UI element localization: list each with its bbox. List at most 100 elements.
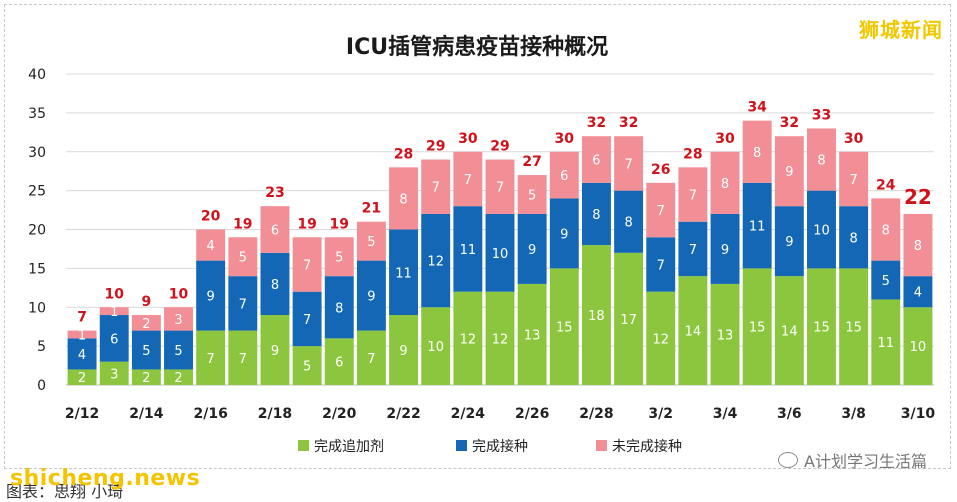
bar-segment: [871, 260, 901, 300]
bar-segment: [164, 330, 193, 370]
bar-segment: [807, 190, 836, 269]
bar-segment: [389, 315, 419, 385]
bar-value-label: 8: [399, 192, 407, 207]
bar-segment: [614, 252, 644, 385]
bar-value-label: 15: [749, 321, 766, 336]
y-tick-label: 25: [28, 184, 46, 200]
bar-total-label: 21: [362, 201, 381, 217]
bar-value-label: 6: [110, 332, 118, 347]
bar-total-label: 9: [141, 294, 151, 310]
bar-segment: [356, 221, 386, 261]
bar-segment: [774, 136, 804, 207]
bar-segment: [389, 167, 419, 230]
x-tick-label: 3/2: [648, 406, 673, 422]
bar-segment: [260, 252, 290, 316]
bar-value-label: 2: [174, 371, 182, 386]
bar-segment: [453, 151, 483, 207]
bar-segment: [807, 268, 836, 385]
bar-total-label: 30: [555, 131, 575, 147]
bar-segment: [421, 159, 451, 214]
bar-total-label: 32: [619, 115, 638, 131]
bar-value-label: 5: [367, 235, 375, 250]
bar-value-label: 9: [785, 165, 793, 180]
legend: 完成追加剂 完成接种 未完成接种: [298, 438, 682, 455]
bar-value-label: 10: [427, 340, 444, 355]
bar-value-label: 7: [432, 181, 440, 196]
bar-segment: [421, 307, 451, 385]
bar-value-label: 7: [496, 181, 504, 196]
bar-value-label: 7: [367, 352, 375, 367]
x-tick-label: 2/18: [258, 406, 292, 422]
legend-label: 完成接种: [472, 438, 528, 455]
bar-value-label: 8: [914, 239, 922, 254]
site-watermark: shicheng.news: [10, 466, 201, 491]
bar-value-label: 11: [749, 220, 766, 235]
bar-value-label: 12: [460, 332, 477, 347]
bar-value-label: 17: [620, 313, 637, 328]
bar-segment: [324, 338, 354, 385]
bar-segment: [903, 276, 933, 308]
bars: 2417361102529253107942077519986235771968…: [67, 100, 933, 386]
bar-value-label: 7: [689, 189, 697, 204]
bar-segment: [839, 151, 869, 207]
x-tick-label: 2/20: [322, 406, 357, 422]
bar-segment: [742, 268, 772, 385]
bar-value-label: 7: [207, 352, 215, 367]
bar-value-label: 5: [528, 189, 536, 204]
bar-value-label: 10: [813, 224, 830, 239]
bar-value-label: 7: [303, 313, 311, 328]
bar-total-label: 22: [904, 185, 932, 209]
bar-segment: [228, 237, 258, 277]
bar-segment: [260, 206, 290, 253]
bar-value-label: 7: [239, 297, 247, 312]
x-axis: 2/12 2/14 2/16 2/18 2/20 2/22 2/24 2/26 2/28 3/2 3…: [65, 406, 935, 422]
bar-value-label: 7: [303, 258, 311, 273]
bar-segment: [807, 128, 836, 191]
bar-total-label: 30: [458, 131, 478, 147]
x-tick-label: 3/10: [901, 406, 936, 422]
bar-value-label: 13: [717, 328, 734, 343]
bar-value-label: 9: [207, 290, 215, 305]
bar-value-label: 6: [560, 169, 568, 184]
bar-segment: [646, 291, 676, 385]
y-tick-label: 30: [28, 145, 46, 161]
bar-segment: [421, 213, 451, 308]
bar-segment: [614, 136, 644, 191]
bar-segment: [839, 268, 869, 385]
bar-total-label: 32: [780, 115, 799, 131]
bar-total-label: 29: [490, 139, 509, 155]
x-tick-label: 2/14: [129, 406, 164, 422]
bar-segment: [485, 159, 515, 214]
bar-value-label: 8: [882, 224, 890, 239]
bar-value-label: 8: [817, 154, 825, 169]
legend-swatch: [456, 440, 467, 451]
bar-value-label: 8: [335, 301, 343, 316]
bar-value-label: 8: [753, 146, 761, 161]
bar-total-label: 28: [683, 146, 702, 162]
bar-segment: [646, 182, 676, 238]
bar-value-label: 12: [652, 332, 669, 347]
bar-segment: [485, 291, 515, 385]
bar-segment: [99, 307, 129, 316]
bar-segment: [774, 276, 804, 385]
y-tick-label: 5: [37, 339, 46, 355]
y-tick-label: 40: [28, 67, 46, 83]
bar-total-label: 33: [812, 107, 831, 123]
bar-total-label: 23: [265, 185, 284, 201]
bar-segment: [260, 315, 290, 385]
bar-value-label: 11: [460, 243, 477, 258]
bar-total-label: 32: [587, 115, 606, 131]
bar-total-label: 30: [715, 131, 735, 147]
bar-value-label: 3: [110, 367, 118, 382]
bar-segment: [131, 369, 161, 385]
bar-segment: [710, 283, 740, 385]
bar-segment: [646, 237, 676, 292]
bar-value-label: 10: [492, 247, 509, 262]
bar-segment: [292, 346, 322, 385]
bar-value-label: 14: [685, 325, 702, 340]
bar-value-label: 11: [878, 336, 895, 351]
bar-segment: [292, 237, 322, 292]
bar-value-label: 7: [657, 204, 665, 219]
bar-value-label: 5: [303, 360, 311, 375]
bar-segment: [903, 307, 933, 385]
